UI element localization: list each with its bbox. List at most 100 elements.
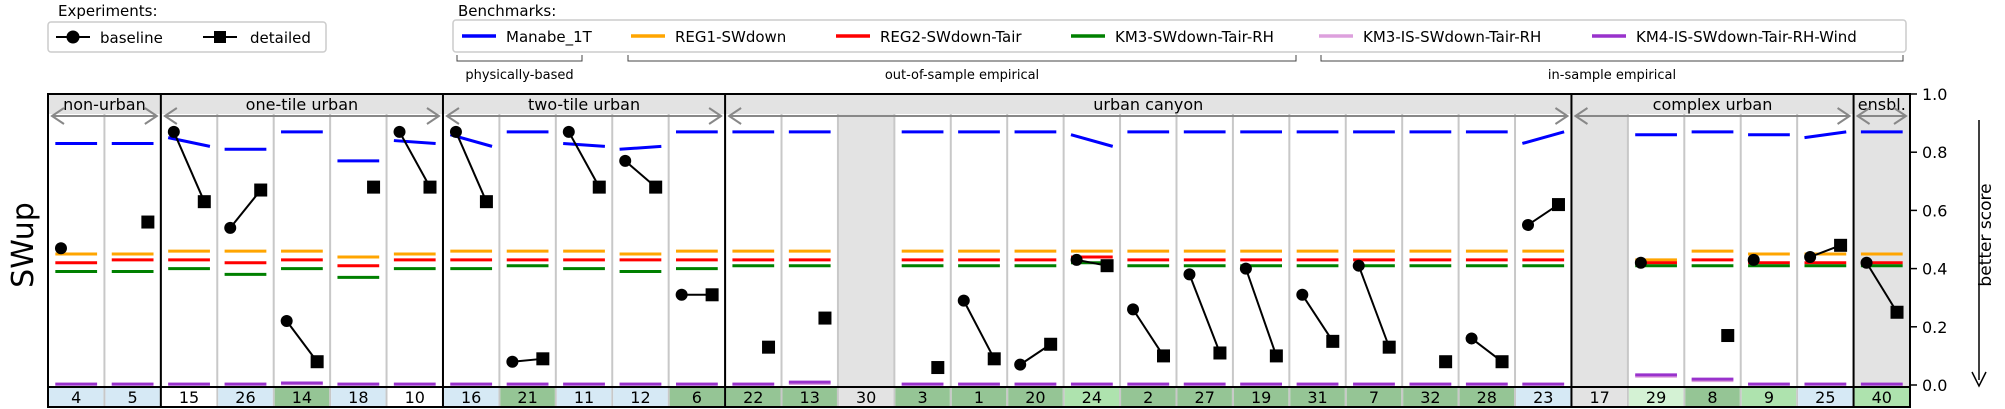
baseline-point-28 bbox=[1465, 332, 1478, 345]
legend-label-manabe-1t: Manabe_1T bbox=[506, 28, 593, 47]
detailed-point-31 bbox=[1326, 334, 1340, 348]
plot-area: non-urban one-tile urban two-tile urban urb… bbox=[47, 85, 1947, 408]
strip-cell-16 bbox=[443, 387, 499, 407]
bar-manabe-1t-15 bbox=[167, 136, 211, 148]
strip-cell-8 bbox=[1685, 387, 1740, 407]
connector-27 bbox=[1188, 274, 1221, 354]
strip-cell-7 bbox=[1346, 387, 1402, 407]
legend-label-reg2-swdown-tair: REG2-SWdown-Tair bbox=[880, 28, 1022, 46]
bracket-label-in-sample-empirical: in-sample empirical bbox=[1548, 68, 1676, 83]
strip-cell-1 bbox=[951, 387, 1007, 407]
y-tick-label-0-6: 0.6 bbox=[1922, 201, 1947, 220]
detailed-point-24 bbox=[1100, 259, 1114, 273]
x-tick-label-2: 2 bbox=[1143, 388, 1153, 407]
plot-frame bbox=[47, 93, 1911, 408]
strip-cell-18 bbox=[331, 387, 386, 407]
baseline-point-26 bbox=[224, 221, 237, 234]
baseline-point-1 bbox=[957, 294, 970, 307]
x-tick-label-14: 14 bbox=[292, 388, 312, 407]
better-score-label: better score bbox=[1976, 183, 1996, 286]
group-header-non-urban bbox=[48, 94, 161, 114]
detailed-point-20 bbox=[1044, 337, 1058, 351]
detailed-point-18 bbox=[367, 180, 381, 194]
legend-label-baseline: baseline bbox=[100, 29, 163, 47]
bracket-label-physically-based: physically-based bbox=[465, 68, 573, 83]
group-label-one-tile-urban: one-tile urban bbox=[246, 95, 358, 114]
detailed-point-13 bbox=[818, 311, 832, 325]
strip-cell-19 bbox=[1233, 387, 1289, 407]
y-tick-label-0-8: 0.8 bbox=[1922, 143, 1947, 162]
y-tick-label-1-0: 1.0 bbox=[1922, 85, 1947, 104]
baseline-point-20 bbox=[1014, 358, 1027, 371]
detailed-point-10 bbox=[423, 180, 437, 194]
baseline-marker-icon bbox=[66, 30, 80, 44]
bar-manabe-1t-23 bbox=[1521, 130, 1565, 145]
group-arrowhead-right bbox=[426, 107, 441, 125]
strip-cell-5 bbox=[105, 387, 160, 407]
x-tick-label-12: 12 bbox=[630, 388, 650, 407]
connector-40 bbox=[1865, 262, 1898, 313]
group-header-one-tile-urban bbox=[160, 94, 443, 114]
detailed-point-32 bbox=[1439, 355, 1453, 369]
group-label-urban-canyon: urban canyon bbox=[1093, 95, 1203, 114]
detailed-point-22 bbox=[762, 340, 776, 354]
baseline-point-9 bbox=[1747, 253, 1760, 266]
x-tick-label-20: 20 bbox=[1025, 388, 1045, 407]
detailed-point-15 bbox=[197, 195, 211, 209]
strip-cell-6 bbox=[669, 387, 725, 407]
x-tick-label-30: 30 bbox=[856, 388, 876, 407]
group-arrowhead-left bbox=[445, 107, 460, 125]
x-tick-label-18: 18 bbox=[348, 388, 368, 407]
x-tick-label-23: 23 bbox=[1533, 388, 1553, 407]
connector-11 bbox=[567, 131, 601, 188]
x-tick-label-24: 24 bbox=[1082, 388, 1102, 407]
detailed-point-21 bbox=[536, 352, 550, 366]
group-header-two-tile-urban bbox=[442, 94, 726, 114]
x-tick-label-9: 9 bbox=[1764, 388, 1774, 407]
strip-cell-24 bbox=[1064, 387, 1120, 407]
strip-cell-2 bbox=[1121, 387, 1176, 407]
detailed-point-2 bbox=[1157, 349, 1171, 363]
detailed-point-40 bbox=[1890, 305, 1904, 319]
connector-19 bbox=[1244, 268, 1278, 357]
group-label-ensbl: ensbl. bbox=[1858, 95, 1906, 114]
x-tick-label-15: 15 bbox=[179, 388, 199, 407]
strip-cell-27 bbox=[1177, 387, 1232, 407]
strip-cell-31 bbox=[1290, 387, 1345, 407]
benchmarks-legend-title: Benchmarks: bbox=[458, 2, 556, 20]
group-label-two-tile-urban: two-tile urban bbox=[528, 95, 640, 114]
baseline-point-7 bbox=[1352, 259, 1365, 272]
benchmarks-legend-frame bbox=[452, 19, 1907, 53]
group-arrowhead-right bbox=[1837, 107, 1852, 125]
baseline-point-15 bbox=[167, 125, 180, 138]
baseline-point-31 bbox=[1296, 288, 1309, 301]
strip-cell-21 bbox=[500, 387, 555, 407]
benchmarks-legend: Benchmarks: Manabe_1T REG1-SWdown REG2-SWd… bbox=[452, 2, 1907, 83]
detailed-point-11 bbox=[592, 180, 606, 194]
strip-cell-12 bbox=[613, 387, 668, 407]
baseline-point-6 bbox=[675, 288, 688, 301]
connector-1 bbox=[962, 300, 996, 360]
baseline-point-4 bbox=[54, 242, 67, 255]
y-tick-label-0-4: 0.4 bbox=[1922, 260, 1947, 279]
baseline-point-16 bbox=[449, 125, 462, 138]
bar-manabe-1t-24 bbox=[1070, 133, 1114, 148]
x-tick-label-5: 5 bbox=[128, 388, 138, 407]
group-arrowhead-left bbox=[727, 107, 742, 125]
bar-manabe-1t-11 bbox=[563, 141, 606, 148]
group-arrowhead-right bbox=[144, 107, 159, 125]
strip-cell-20 bbox=[1008, 387, 1063, 407]
baseline-point-29 bbox=[1634, 256, 1647, 269]
baseline-point-11 bbox=[562, 125, 575, 138]
group-header-complex-urban bbox=[1571, 94, 1854, 114]
experiments-legend: Experiments: baseline detailed bbox=[47, 2, 327, 53]
strip-cell-17 bbox=[1572, 387, 1627, 407]
baseline-point-40 bbox=[1860, 256, 1873, 269]
connector-15 bbox=[172, 131, 206, 203]
x-tick-label-13: 13 bbox=[800, 388, 820, 407]
detailed-marker-icon bbox=[214, 31, 226, 43]
group-label-complex-urban: complex urban bbox=[1653, 95, 1773, 114]
strip-cell-40 bbox=[1854, 387, 1909, 407]
strip-cell-3 bbox=[895, 387, 950, 407]
